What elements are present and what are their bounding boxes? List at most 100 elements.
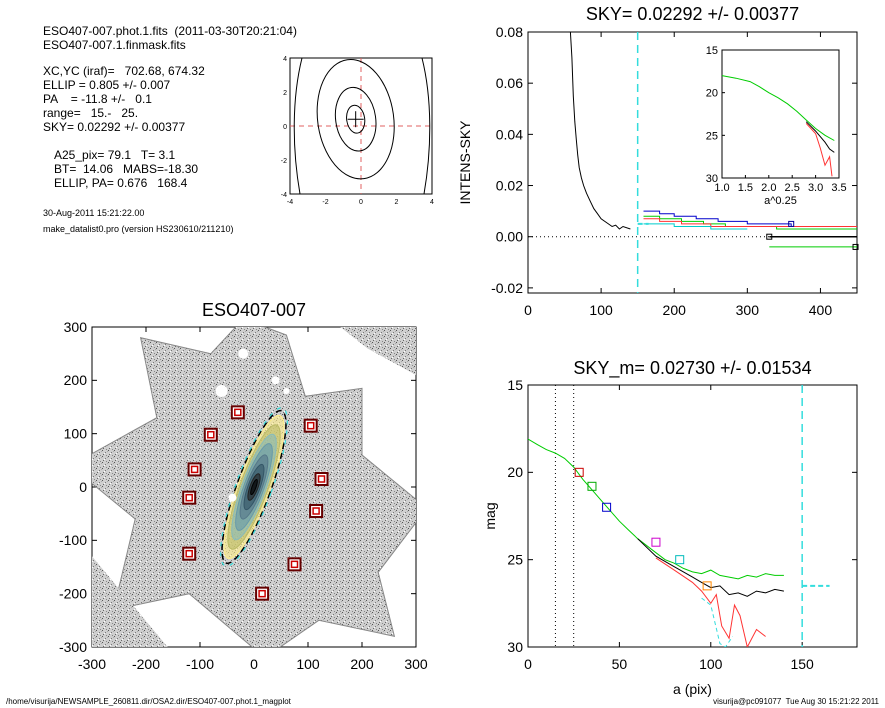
mag-series-group	[528, 438, 784, 647]
inset-ytick-label: 25	[706, 130, 718, 142]
image-ytick-label: 100	[64, 426, 88, 442]
image-content	[92, 327, 416, 647]
mask-line: ESO407-007.1.finmask.fits	[43, 38, 186, 52]
sky-ytick-label: 0.08	[496, 24, 523, 40]
inset-xtick-label: 1.5	[738, 182, 753, 194]
contour-ytick-label: 4	[283, 56, 287, 63]
program-line: make_datalist0.pro (version HS230610/211…	[43, 224, 234, 234]
mag-square-marker	[675, 555, 685, 565]
sky-square-marker	[852, 243, 859, 250]
contour-line	[293, 57, 303, 195]
sky-xtick-label: 200	[663, 302, 687, 318]
mag-title: SKY_m= 0.02730 +/- 0.01534	[573, 358, 811, 379]
param-range: range= 15.- 25.	[43, 106, 139, 120]
sky-ytick-label: 0.06	[496, 75, 523, 91]
contour-ytick-label: 2	[283, 90, 287, 97]
star-mask-box	[309, 504, 324, 518]
contour-xtick-label: 0	[359, 199, 363, 206]
sky-square-marker	[766, 233, 773, 240]
star-mask-inner	[234, 408, 242, 417]
sky-frame	[527, 31, 858, 294]
mag-ytick-label: 15	[507, 377, 523, 393]
contour-line	[334, 86, 377, 152]
star-mask-box	[182, 490, 197, 505]
result-ellip: ELLIP, PA= 0.676 168.4	[54, 176, 188, 190]
mag-xtick-label: 100	[699, 656, 723, 672]
sky-xtick-label: 400	[809, 302, 833, 318]
date-line: 30-Aug-2011 15:21:22.00	[43, 208, 145, 218]
star-mask-inner	[290, 560, 299, 569]
masked-hole	[271, 376, 280, 385]
star-mask-box	[287, 557, 302, 572]
contour-xtick-label: -2	[322, 199, 328, 206]
mag-red-line	[655, 557, 766, 647]
mag-xtick-label: 150	[790, 656, 814, 672]
inset-frame	[721, 49, 840, 179]
image-xtick-label: -200	[132, 656, 160, 672]
mag-ytick-label: 30	[507, 639, 523, 655]
star-mask-box	[203, 427, 218, 442]
image-field-corner	[92, 556, 168, 647]
inset-green-line	[721, 75, 835, 141]
file-line: ESO407-007.phot.1.fits (2011-03-30T20:21…	[43, 24, 297, 38]
sky-xtick-label: 300	[736, 302, 760, 318]
image-xtick-label: 0	[250, 656, 258, 672]
mag-black-line	[637, 538, 784, 597]
masked-hole	[238, 348, 249, 359]
sky-step-series	[643, 215, 857, 230]
contour-xtick-label: 2	[395, 199, 399, 206]
param-ellip: ELLIP = 0.805 +/- 0.007	[43, 78, 171, 92]
mag-cyan-line	[701, 597, 734, 647]
mag-ytick-label: 25	[507, 552, 523, 568]
mag-xtick-label: 0	[524, 656, 532, 672]
footer-path: /home/visurija/NEWSAMPLE_260811.dir/OSA2…	[6, 697, 291, 706]
mag-square-marker	[602, 502, 612, 512]
star-mask-box	[314, 472, 329, 486]
image-ytick-label: -100	[59, 532, 87, 548]
star-mask-inner	[306, 421, 315, 430]
galaxy-ellipse-outline	[221, 409, 287, 565]
star-mask-inner	[185, 549, 193, 558]
inset-red-line	[805, 123, 833, 177]
mag-square-marker	[574, 467, 584, 477]
contour-lines	[316, 59, 395, 180]
galaxy-isophote	[250, 478, 258, 496]
sky-ytick-label: 0.04	[496, 126, 523, 142]
sky-ytick-label: 0.00	[496, 229, 523, 245]
mag-ylabel: mag	[482, 502, 498, 529]
star-mask-inner	[312, 507, 320, 515]
image-ytick-label: 300	[64, 319, 88, 335]
footer-user: visurija@pc091077 Tue Aug 30 15:21:22 20…	[713, 697, 879, 706]
sky-ylabel: INTENS-SKY	[457, 120, 473, 205]
inset-xtick-label: 2.5	[785, 182, 800, 194]
masked-hole	[283, 388, 290, 394]
star-mask-inner	[317, 475, 326, 483]
sky-xtick-label: 0	[524, 302, 532, 318]
mag-square-marker	[651, 537, 661, 547]
sky-ytick-label: -0.02	[491, 280, 523, 296]
image-ytick-label: -300	[59, 639, 87, 655]
star-mask-inner	[190, 465, 199, 474]
sky-title: SKY= 0.02292 +/- 0.00377	[586, 4, 799, 24]
contour-ytick-label: 0	[283, 124, 287, 131]
contour-line	[421, 57, 431, 195]
inset-ytick-label: 30	[706, 173, 718, 185]
star-mask-inner	[207, 430, 215, 439]
inset-black-line	[805, 121, 835, 153]
contour-line	[316, 59, 395, 180]
star-mask-box	[230, 405, 245, 420]
inset-xtick-label: 3.5	[831, 182, 846, 194]
image-ytick-label: -200	[59, 586, 87, 602]
result-a25: A25_pix= 79.1 T= 3.1	[54, 148, 176, 162]
sky-step-series	[643, 210, 792, 227]
galaxy-ellipse-sky	[220, 407, 288, 567]
contour-xtick-label: -4	[287, 199, 293, 206]
image-xtick-label: -300	[78, 656, 106, 672]
contour-xtick-label: 4	[430, 199, 434, 206]
star-mask-inner	[185, 493, 193, 502]
masked-hole	[215, 385, 228, 397]
mag-xlabel: a (pix)	[673, 681, 712, 697]
inset-xtick-label: 1.0	[714, 182, 729, 194]
inset-ytick-label: 20	[706, 88, 718, 100]
